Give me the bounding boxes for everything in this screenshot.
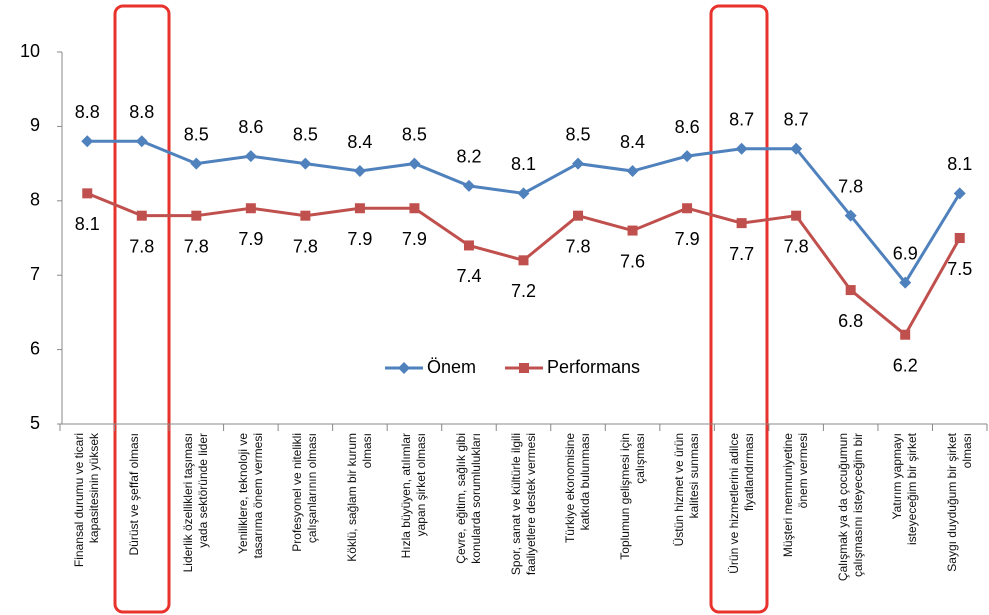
data-label: 7.9 — [347, 229, 372, 249]
legend-marker — [519, 363, 529, 373]
legend-marker — [398, 362, 410, 374]
x-tick-label: Türkiye ekonomisine katkıda bulunması — [563, 433, 593, 544]
x-tick-label: Saygı duyduğum bir şirket olması — [944, 433, 974, 572]
data-label: 7.9 — [238, 229, 263, 249]
marker — [299, 157, 312, 170]
y-tick-label: 8 — [30, 190, 40, 210]
data-label: 7.8 — [566, 236, 591, 256]
x-tick-label: Profesyonel ve nitelikli çalışanlarının … — [290, 433, 320, 552]
marker — [190, 157, 203, 170]
marker — [244, 150, 257, 163]
marker — [573, 210, 584, 221]
marker — [900, 329, 911, 340]
data-label: 8.1 — [75, 214, 100, 234]
x-tick-label: Dürüst ve şeffaf olması — [126, 433, 141, 556]
highlight-box — [709, 4, 769, 614]
data-label: 6.8 — [838, 311, 863, 331]
marker — [954, 233, 965, 243]
x-tick-label: Çalışmak ya da çocuğumun çalışmasını ist… — [835, 433, 865, 582]
data-label: 8.6 — [675, 117, 700, 137]
y-tick-label: 7 — [30, 264, 40, 284]
x-tick-label: Çevre, eğitim, sağlık gibi konularda sor… — [453, 433, 483, 564]
marker — [844, 209, 857, 222]
x-tick-label: Finansal durumu ve ticari kapasitesinin … — [72, 433, 102, 568]
data-label: 8.1 — [511, 154, 536, 174]
marker — [572, 157, 585, 170]
data-label: 8.7 — [729, 109, 754, 129]
x-tick-label: Hızla büyüyen, atılımlar yapan şirket ol… — [399, 433, 429, 559]
x-tick-label: Yeniliklere, teknoloji ve tasarıma önem … — [235, 433, 265, 559]
data-label: 7.9 — [402, 229, 427, 249]
data-label: 8.5 — [293, 124, 318, 144]
marker — [682, 203, 693, 214]
marker — [845, 285, 856, 296]
data-label: 8.2 — [456, 147, 481, 167]
x-tick-label: Köklü, sağlam bir kurum olması — [344, 433, 374, 562]
highlight-box — [113, 4, 171, 614]
data-label: 8.8 — [129, 102, 154, 122]
y-tick-label: 9 — [30, 115, 40, 135]
x-tick-label: Müşteri memnuniyetine önem vermesi — [781, 433, 811, 558]
data-label: 8.4 — [347, 132, 372, 152]
data-label: 8.5 — [402, 124, 427, 144]
marker — [81, 135, 94, 148]
x-tick-label: Spor, sanat ve kültürle ilgili faaliyetl… — [508, 433, 538, 576]
marker — [517, 187, 530, 200]
data-label: 8.4 — [620, 132, 645, 152]
marker — [626, 165, 639, 178]
legend-label: Performans — [547, 357, 640, 377]
marker — [300, 210, 311, 221]
data-label: 7.8 — [129, 236, 154, 256]
data-label: 8.6 — [238, 117, 263, 137]
marker — [463, 240, 474, 251]
legend-label: Önem — [427, 357, 476, 377]
marker — [245, 203, 256, 214]
marker — [953, 187, 966, 200]
y-tick-label: 5 — [30, 413, 40, 433]
marker — [409, 203, 420, 214]
marker — [518, 255, 529, 266]
marker — [191, 210, 202, 221]
data-label: 8.7 — [784, 109, 809, 129]
marker — [135, 135, 148, 148]
data-label: 6.2 — [893, 355, 918, 375]
data-label: 7.8 — [184, 236, 209, 256]
marker — [82, 188, 93, 199]
data-label: 6.9 — [893, 243, 918, 263]
data-label: 8.8 — [75, 102, 100, 122]
data-label: 7.7 — [729, 244, 754, 264]
x-tick-label: Liderlik özellikleri taşıması yada sektö… — [181, 433, 211, 573]
marker — [627, 225, 638, 236]
x-tick-label: Ürün ve hizmetlerini adilce fiyatlandırm… — [726, 433, 756, 574]
data-label: 7.6 — [620, 251, 645, 271]
x-tick-label: Yatırım yapmayı isteyeceğim bir şirket — [890, 433, 920, 546]
marker — [136, 210, 147, 221]
data-label: 7.8 — [293, 236, 318, 256]
data-label: 7.4 — [456, 266, 481, 286]
marker — [353, 165, 366, 178]
data-label: 8.1 — [947, 154, 972, 174]
marker — [735, 142, 748, 155]
x-tick-label: Üstün hizmet ve ürün kalitesi sunması — [672, 433, 702, 547]
marker — [354, 203, 365, 214]
data-label: 7.8 — [838, 176, 863, 196]
data-label: 7.2 — [511, 281, 536, 301]
marker — [462, 179, 475, 192]
marker — [681, 150, 694, 163]
y-tick-label: 6 — [30, 338, 40, 358]
marker — [899, 276, 912, 289]
marker — [791, 210, 802, 221]
y-tick-label: 10 — [20, 41, 40, 61]
data-label: 7.8 — [784, 236, 809, 256]
data-label: 8.5 — [184, 124, 209, 144]
marker — [790, 142, 803, 155]
marker — [408, 157, 421, 170]
x-tick-label: Toplumun gelişmesi için çalışması — [617, 433, 647, 560]
data-label: 7.9 — [675, 229, 700, 249]
marker — [736, 218, 747, 229]
data-label: 7.5 — [947, 259, 972, 279]
data-label: 8.5 — [566, 124, 591, 144]
